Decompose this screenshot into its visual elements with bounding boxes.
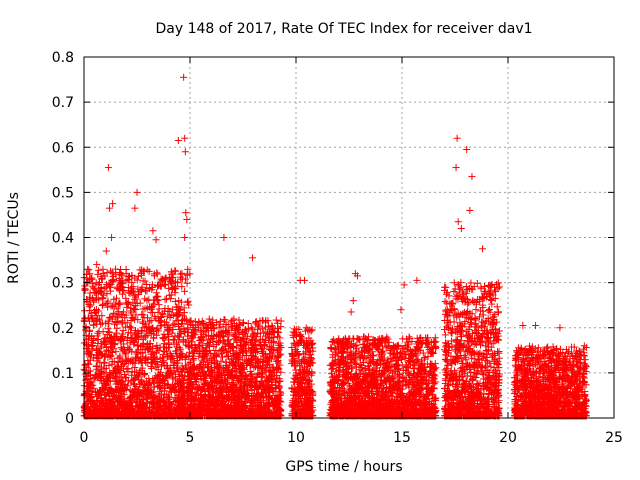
data-point xyxy=(128,288,136,296)
data-point xyxy=(85,266,93,274)
data-point xyxy=(181,287,189,295)
data-point xyxy=(172,397,180,405)
data-point xyxy=(131,292,139,300)
data-point xyxy=(183,279,191,287)
data-point xyxy=(86,270,94,278)
data-point xyxy=(84,265,92,273)
data-point xyxy=(122,294,130,302)
data-point xyxy=(171,297,179,305)
data-point xyxy=(120,340,128,348)
data-point xyxy=(107,352,115,360)
chart-title: Day 148 of 2017, Rate Of TEC Index for r… xyxy=(155,21,532,37)
data-point xyxy=(175,297,183,305)
data-point xyxy=(153,296,161,304)
data-point xyxy=(87,274,95,282)
data-point xyxy=(167,388,175,396)
data-point xyxy=(153,289,161,297)
data-point xyxy=(169,306,177,314)
data-point xyxy=(141,277,149,285)
data-point xyxy=(104,325,112,333)
data-point xyxy=(111,374,119,382)
data-point xyxy=(103,290,111,298)
grid-layer xyxy=(84,57,614,418)
data-point xyxy=(165,284,173,292)
data-point xyxy=(136,266,144,274)
data-points-layer xyxy=(80,73,590,420)
data-point xyxy=(95,266,103,274)
data-point xyxy=(175,333,183,341)
data-point xyxy=(161,275,169,283)
